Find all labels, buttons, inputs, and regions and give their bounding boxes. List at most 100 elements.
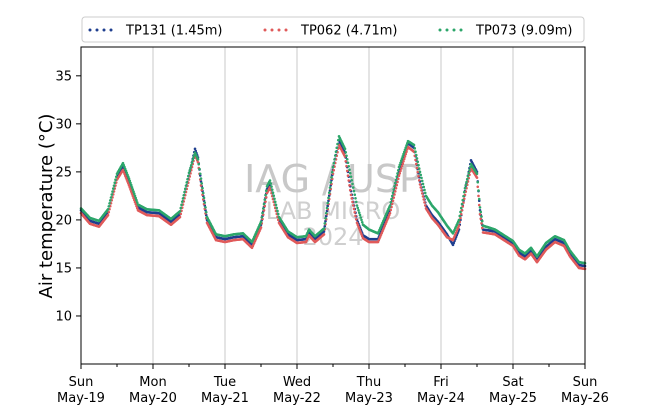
data-point [414,150,417,154]
data-point [322,227,326,230]
data-point [275,206,279,210]
data-point [276,212,280,216]
data-point [201,186,204,190]
data-point [356,206,360,210]
data-point [189,163,193,167]
data-point [479,210,483,214]
data-point [132,190,135,193]
data-point [417,167,421,170]
x-tick-label-date: May-21 [201,391,249,406]
data-point [351,200,354,204]
data-point [192,156,195,160]
data-point [423,188,426,192]
y-tick-label: 10 [55,309,72,324]
data-point [129,183,133,187]
data-point [360,221,364,224]
data-point [349,193,353,197]
data-point [276,209,279,213]
data-point [201,191,205,195]
data-point [416,160,420,164]
data-point [480,226,484,230]
data-point [179,212,183,216]
data-point [183,187,187,191]
data-point [333,154,337,157]
data-point [396,180,399,184]
data-point [204,210,208,214]
data-point [189,166,192,170]
legend-marker [438,28,442,32]
x-axis: SunMay-19MonMay-20TueMay-21WedMay-22ThuM… [57,364,609,406]
data-point [128,179,132,183]
x-tick-label-day: Mon [139,375,166,390]
data-point [423,201,426,204]
y-tick-label: 25 [55,165,72,180]
data-point [413,147,417,150]
data-point [404,146,408,149]
data-point [396,177,400,181]
data-point [388,211,392,215]
data-point [127,177,131,180]
data-point [322,233,326,236]
data-point [182,193,186,197]
data-point [419,173,423,177]
data-point [327,196,330,200]
data-point [184,184,188,187]
x-tick-label-day: Fri [433,375,449,390]
legend-marker [284,28,288,32]
data-point [402,152,405,156]
x-tick-label-day: Sat [502,375,523,390]
series-3 [79,135,587,265]
data-point [131,194,135,198]
data-point [347,179,351,182]
data-point [417,174,420,178]
data-point [416,170,420,174]
data-point [393,193,396,196]
data-point [106,213,110,217]
data-point [465,180,468,184]
data-point [132,192,136,196]
data-point [261,211,264,215]
data-point [353,193,357,196]
data-point [357,209,360,212]
data-point [353,211,357,214]
data-point [398,172,402,175]
data-point [399,159,403,162]
data-point [262,202,266,206]
data-point [393,184,396,188]
data-point [415,166,419,170]
data-point [400,157,404,160]
data-point [193,147,197,151]
data-point [178,209,182,213]
data-point [345,169,349,173]
data-point [336,138,340,142]
data-point [461,198,465,202]
data-point [198,172,202,176]
data-point [106,208,110,211]
legend: TP131 (1.45m) TP062 (4.71m) TP073 (9.09m) [81,16,585,43]
data-point [405,148,409,151]
legend-marker [95,28,99,32]
data-point [462,194,465,198]
data-point [114,175,118,179]
data-point [271,191,275,194]
x-tick-label-day: Wed [283,375,311,390]
data-point [344,160,348,163]
data-point [270,185,273,188]
data-point [354,200,358,204]
data-point [327,191,331,194]
data-point [111,187,115,190]
legend-marker [459,28,463,32]
data-point [196,158,200,161]
data-point [422,198,426,201]
data-point [135,201,139,204]
legend-label: TP131 (1.45m) [125,24,222,39]
data-point [399,167,403,170]
watermark-line-2: LAB MICRO [266,197,401,225]
data-point [131,188,135,191]
data-point [402,150,406,154]
data-point [188,169,192,172]
data-point [109,196,113,199]
data-point [113,181,117,184]
data-point [183,190,186,194]
